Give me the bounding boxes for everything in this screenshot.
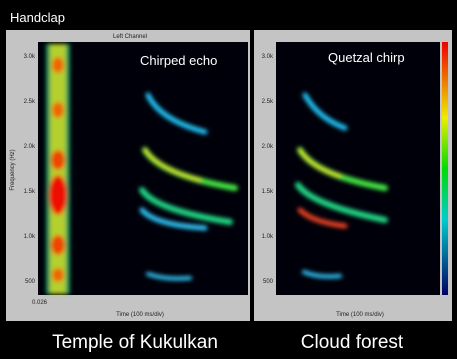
y-tick-label: 2.0k <box>24 144 36 150</box>
caption: Temple of Kukulkan <box>52 332 218 353</box>
panel-label: Chirped echo <box>140 53 217 68</box>
x-axis-label: Time (100 ms/div) <box>336 312 384 318</box>
y-tick-label: 1.5k <box>24 189 36 195</box>
y-tick-label: 3.0k <box>24 54 36 60</box>
channel-label: Left Channel <box>113 34 147 40</box>
y-tick-label: 1.0k <box>262 234 274 240</box>
y-tick-label: 1.0k <box>24 234 36 240</box>
y-tick-label: 2.5k <box>24 99 36 105</box>
y-tick-label: 2.0k <box>262 144 274 150</box>
y-tick-label: 3.0k <box>262 54 274 60</box>
panel-label: Quetzal chirp <box>328 50 405 65</box>
left-panel: Left Channel Frequency (Hz) Time (100 ms… <box>6 30 250 321</box>
x-start: 0.026 <box>32 300 48 306</box>
slide: Handclap Left Channel Frequency (Hz) Tim… <box>0 0 457 359</box>
title: Handclap <box>10 10 65 25</box>
right-panel: Time (100 ms/div) 3.0k 2.5k 2.0k 1.5k 1.0k 50… <box>254 30 452 321</box>
colorbar <box>442 42 448 295</box>
plot-area <box>276 42 440 295</box>
x-axis-label: Time (100 ms/div) <box>116 312 164 318</box>
y-tick-label: 500 <box>263 279 274 285</box>
y-tick-label: 1.5k <box>262 189 274 195</box>
y-axis-label: Frequency (Hz) <box>10 149 16 190</box>
y-tick-label: 500 <box>25 279 36 285</box>
y-tick-label: 2.5k <box>262 99 274 105</box>
caption: Cloud forest <box>301 332 404 353</box>
